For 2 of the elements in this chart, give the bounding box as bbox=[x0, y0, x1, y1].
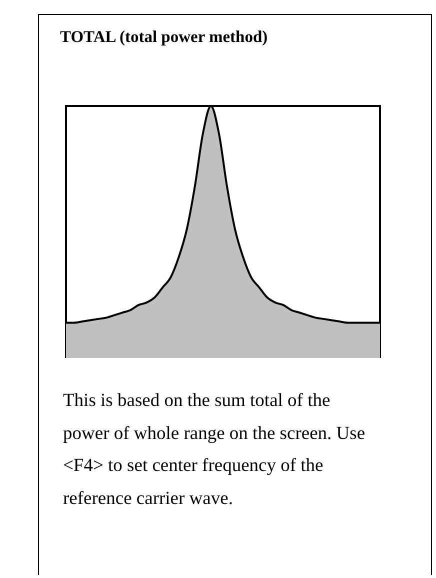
chart-title: TOTAL (total power method) bbox=[60, 27, 268, 47]
text: This is based on the sum total of the power of whole range on the screen. Use <F4> to set center frequency of the reference carrier wave. bbox=[63, 390, 366, 510]
